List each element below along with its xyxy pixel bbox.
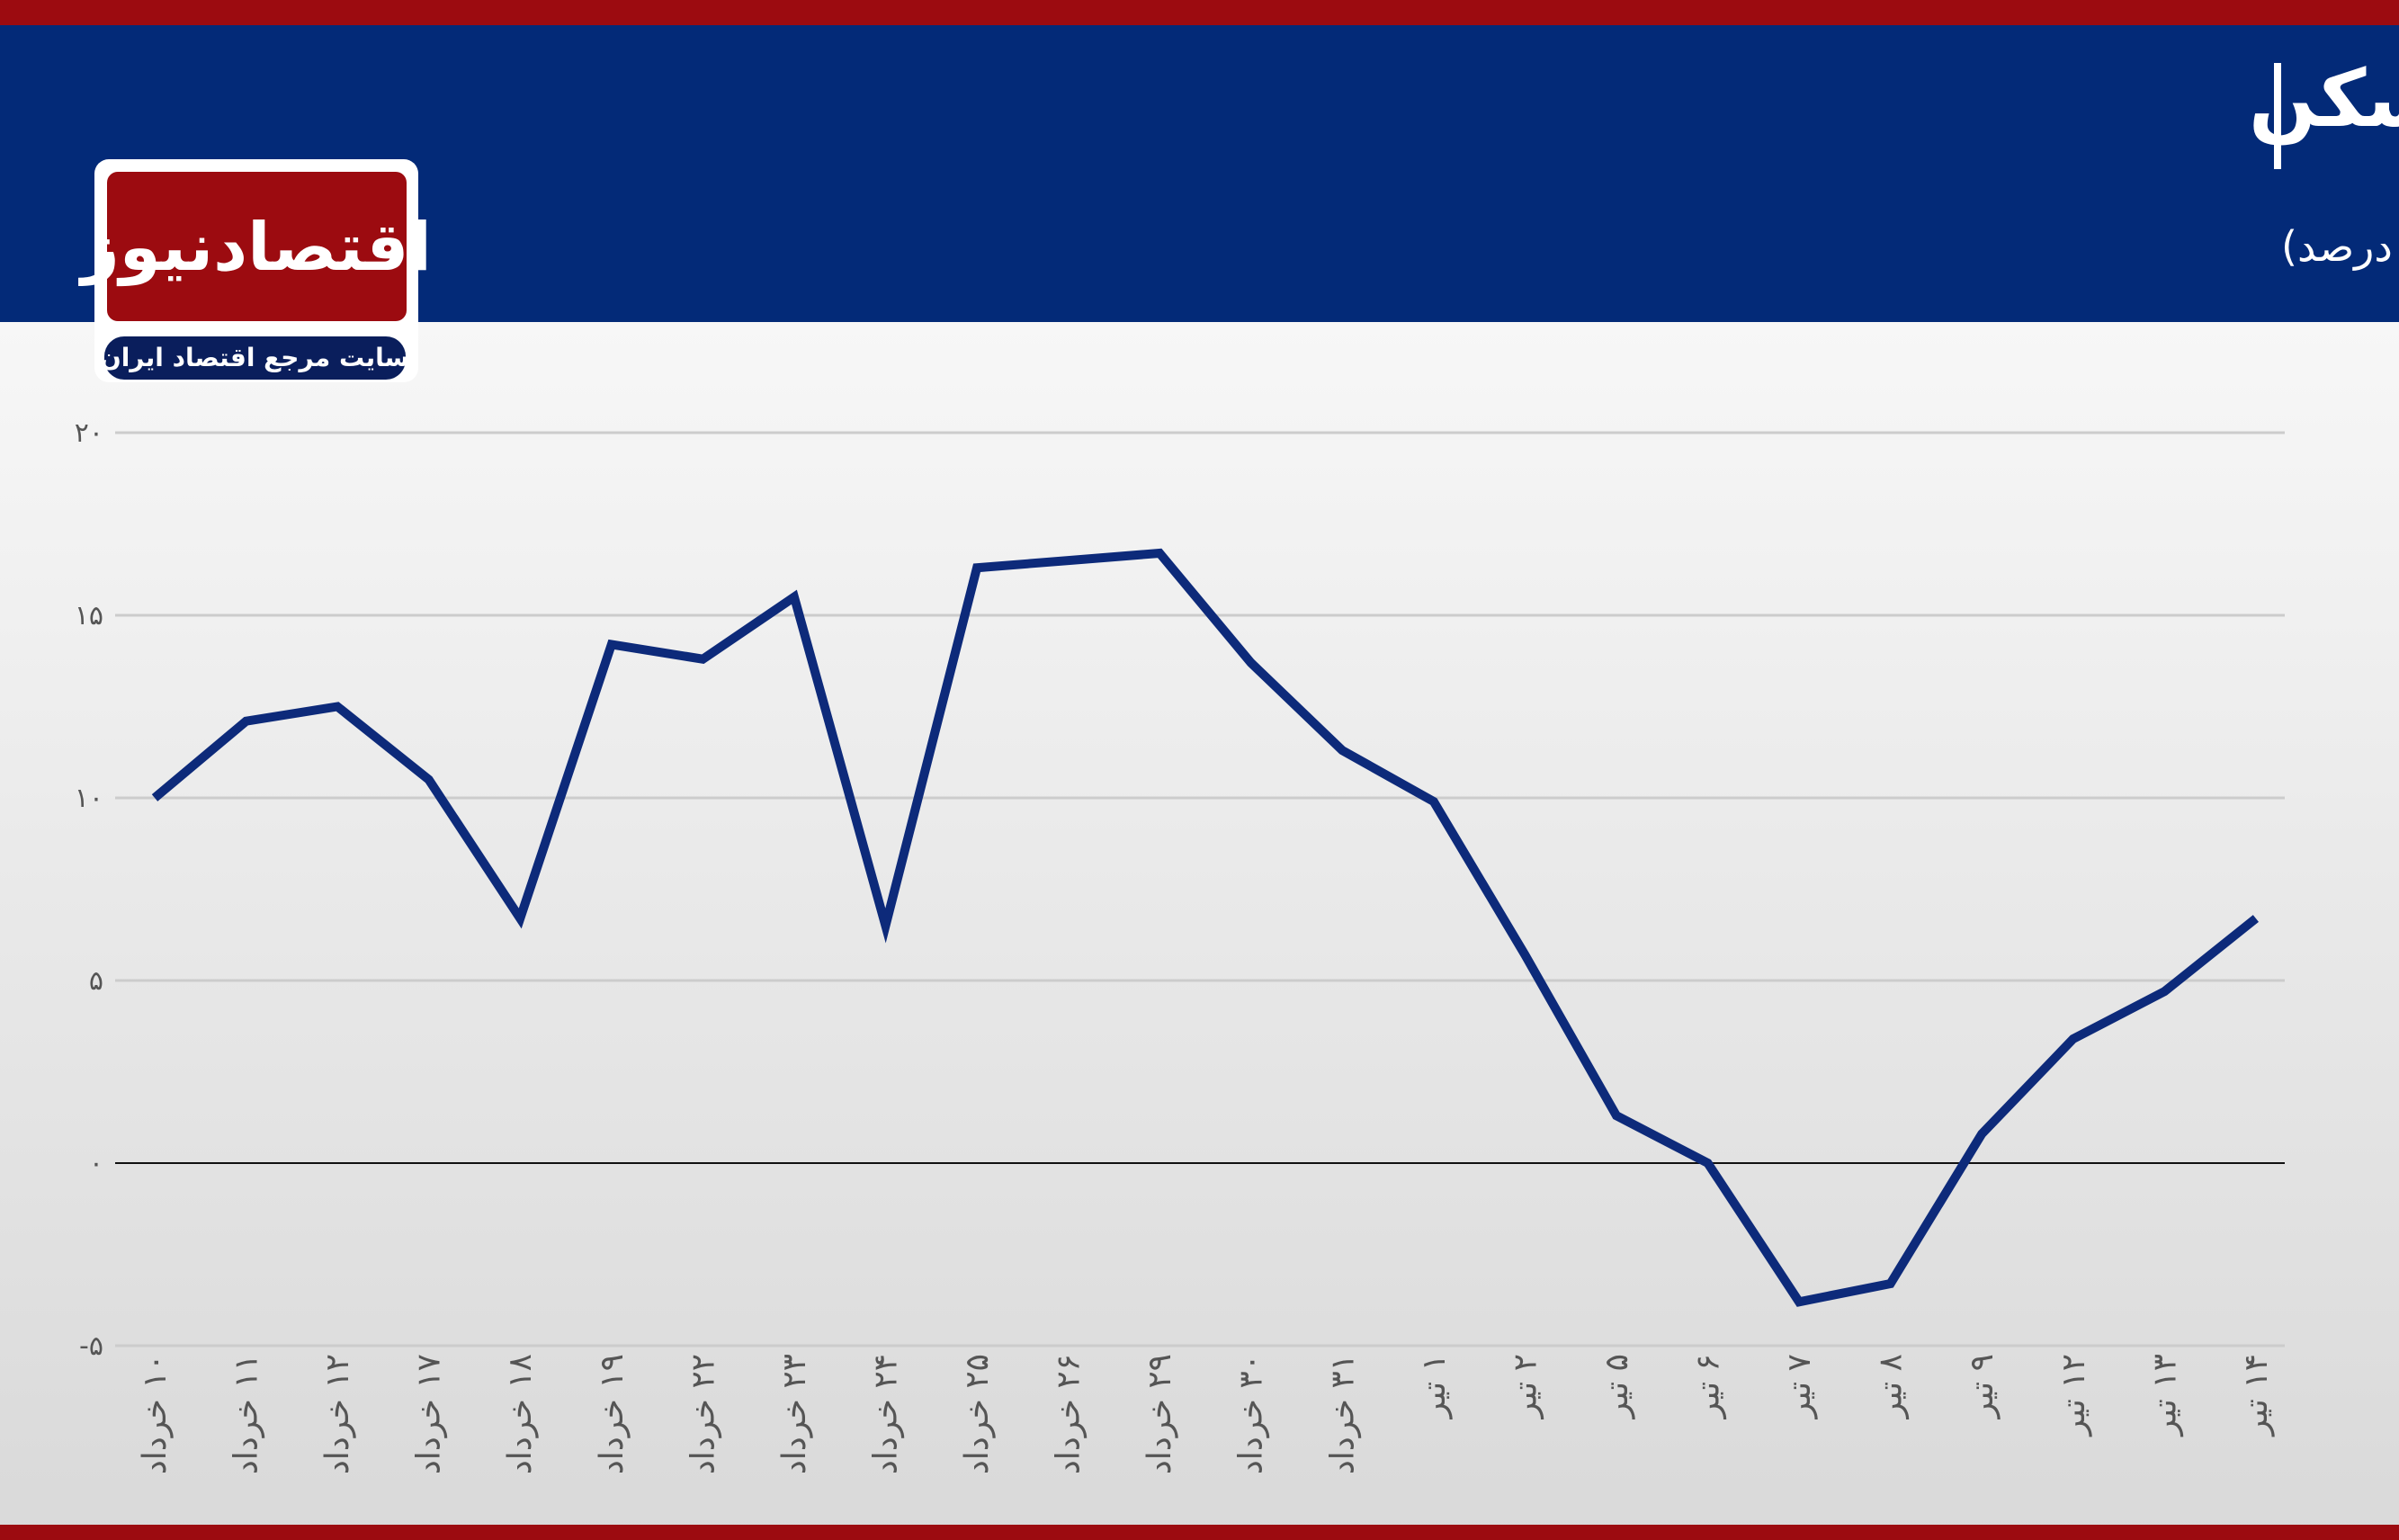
x-tick-label: ۲۶ خرداد (1051, 1354, 1088, 1474)
logo-tagline: سایت مرجع اقتصاد ایران (100, 343, 409, 372)
x-tick-label: ۱۸ خرداد (502, 1354, 539, 1474)
x-tick-label: ۲۹ خرداد (1141, 1354, 1178, 1474)
chart-subtitle: (واحد: درصد) (2281, 222, 2399, 272)
x-tick-label: ۸ تیر (1873, 1354, 1910, 1420)
x-tick-label: ۵ تیر (1598, 1354, 1635, 1420)
data-line (151, 548, 2260, 1307)
x-tick-label: ۱۳ تیر (2146, 1354, 2183, 1437)
x-tick-label: ۱۲ تیر (2055, 1354, 2092, 1437)
y-tick-label: ۵ (89, 965, 103, 997)
x-tick-label: ۲۴ خرداد (867, 1354, 904, 1474)
x-tick-label: ۲۵ خرداد (959, 1354, 996, 1474)
x-tick-label: ۳۱ خرداد (1324, 1354, 1361, 1474)
x-tick-label: ۹ تیر (1964, 1354, 2001, 1420)
title-bar (2274, 63, 2281, 169)
y-tick-label: ۱۰ (75, 783, 103, 814)
logo-inner (107, 172, 407, 321)
logo-text: اقتصادنیوز (77, 209, 432, 287)
x-tick-label: ۱۴ تیر (2238, 1354, 2275, 1437)
y-tick-label: ۲۰ (75, 417, 103, 449)
bottom-band (0, 1525, 2399, 1540)
x-tick-label: ۲۳ خرداد (776, 1354, 813, 1474)
x-tick-label: ۱۰ خرداد (137, 1354, 174, 1474)
x-tick-label: ۱۱ خرداد (228, 1354, 265, 1474)
y-tick-label: ۱۵ (75, 600, 103, 631)
top-band (0, 0, 2399, 25)
x-tick-label: ۱۷ خرداد (411, 1354, 448, 1474)
x-tick-label: ۲ تیر (1507, 1354, 1544, 1420)
x-tick-label: ۶ تیر (1690, 1354, 1727, 1420)
x-tick-label: ۱ تیر (1416, 1354, 1453, 1420)
x-tick-label: ۷ تیر (1781, 1354, 1818, 1420)
x-tick-label: ۲۲ خرداد (685, 1354, 721, 1474)
y-tick-label: -۵ (79, 1330, 103, 1362)
x-tick-label: ۳۰ خرداد (1233, 1354, 1270, 1474)
x-tick-label: ۱۹ خرداد (594, 1354, 631, 1474)
chart-title: رشد ماهانه قیمت وام مسکن (2249, 52, 2399, 146)
logo-tagline-pill (104, 336, 406, 380)
x-tick-label: ۱۲ خرداد (319, 1354, 356, 1474)
y-tick-label: ۰ (89, 1148, 103, 1179)
